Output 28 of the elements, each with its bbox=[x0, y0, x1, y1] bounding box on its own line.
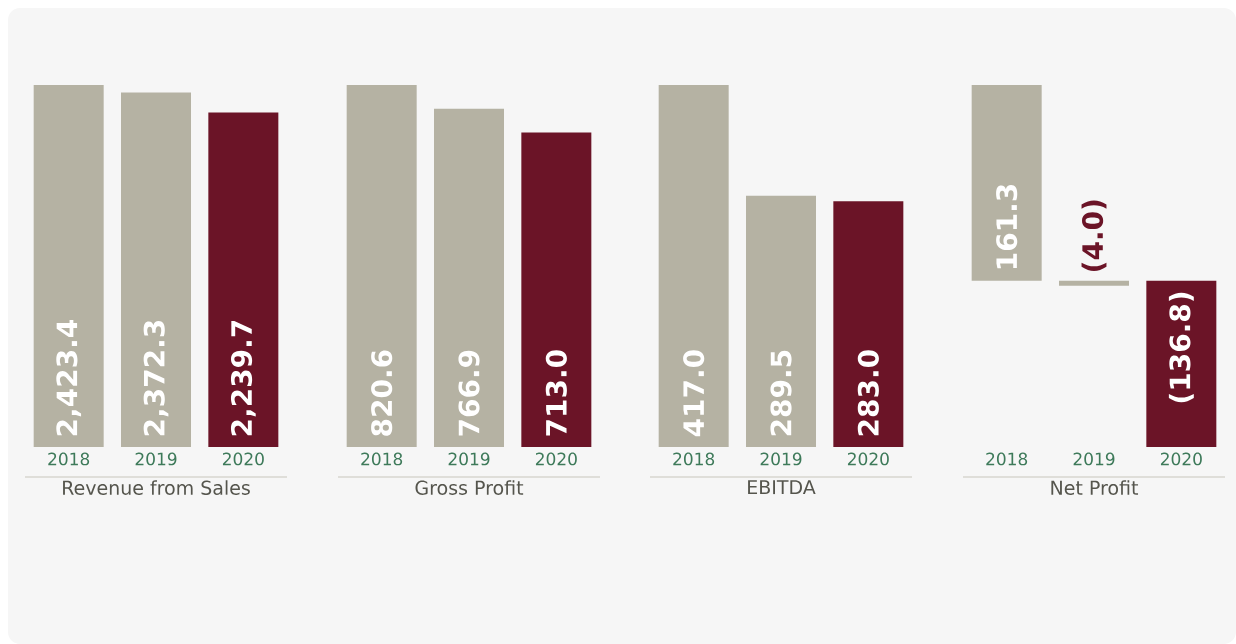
data-label: 417.0 bbox=[683, 350, 705, 437]
x-axis-title: EBITDA bbox=[748, 480, 816, 495]
data-label: (4.0) bbox=[1081, 200, 1107, 271]
data-label: 766.9 bbox=[458, 350, 480, 436]
x-tick-label: 2018 bbox=[361, 452, 403, 466]
x-axis-title: Net Profit bbox=[1051, 480, 1139, 495]
data-label: 283.0 bbox=[857, 350, 879, 436]
x-tick-label: 2019 bbox=[760, 452, 802, 466]
x-tick-label: 2020 bbox=[1160, 452, 1202, 466]
data-label: (136.8) bbox=[1168, 292, 1194, 403]
data-label: 289.5 bbox=[770, 350, 792, 436]
data-label: 2,423.4 bbox=[56, 320, 82, 436]
data-label: 2,239.7 bbox=[230, 320, 256, 436]
data-label: 713.0 bbox=[545, 350, 567, 436]
x-tick-label: 2018 bbox=[673, 452, 715, 466]
x-tick-label: 2019 bbox=[1073, 452, 1115, 466]
data-label: 820.6 bbox=[371, 350, 393, 436]
x-axis-title: Revenue from Sales bbox=[63, 480, 250, 495]
data-label: 2,372.3 bbox=[143, 320, 169, 436]
x-axis-title: Gross Profit bbox=[415, 480, 524, 495]
data-label: 161.3 bbox=[996, 184, 1018, 269]
x-tick-label: 2018 bbox=[986, 452, 1028, 466]
x-tick-label: 2020 bbox=[222, 452, 264, 466]
x-tick-label: 2019 bbox=[135, 452, 177, 466]
x-tick-label: 2020 bbox=[535, 452, 577, 466]
x-tick-label: 2020 bbox=[847, 452, 889, 466]
x-tick-label: 2018 bbox=[48, 452, 90, 466]
x-tick-label: 2019 bbox=[448, 452, 490, 466]
